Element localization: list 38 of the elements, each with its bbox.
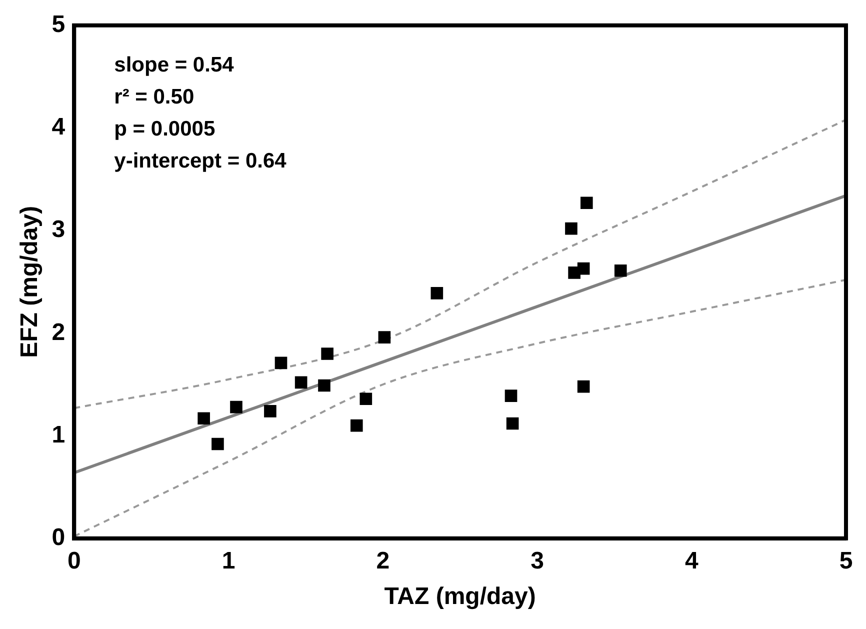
- y-tick-label: 0: [52, 524, 66, 552]
- annotation: y-intercept = 0.64: [114, 150, 287, 173]
- y-tick-label: 5: [52, 11, 66, 38]
- point: [321, 348, 334, 360]
- line-series: [74, 118, 846, 410]
- point: [350, 419, 363, 432]
- annotation: p = 0.0005: [114, 118, 216, 141]
- annotation: slope = 0.54: [114, 54, 234, 77]
- point: [360, 392, 372, 406]
- point: [230, 400, 242, 414]
- point: [504, 390, 518, 402]
- x-tick-label: 2: [376, 547, 390, 574]
- annotation: r² = 0.50: [114, 86, 194, 109]
- point: [212, 438, 224, 450]
- point: [378, 331, 391, 344]
- y-tick-label: 2: [52, 318, 66, 346]
- x-tick-label: 5: [839, 547, 853, 574]
- point: [580, 196, 593, 210]
- point: [198, 412, 210, 425]
- point: [430, 287, 444, 300]
- point: [577, 380, 590, 393]
- point: [506, 417, 519, 430]
- y-axis-title: EFZ (mg/day): [16, 206, 44, 358]
- point: [577, 262, 590, 275]
- line-series: [74, 278, 846, 538]
- y-tick-label: 3: [52, 216, 66, 244]
- x-tick-label: 1: [222, 547, 236, 574]
- x-axis-title: TAZ (mg/day): [384, 583, 536, 610]
- point: [318, 379, 330, 392]
- x-tick-label: 3: [530, 547, 544, 574]
- point: [264, 405, 276, 418]
- y-tick-label: 4: [52, 114, 66, 141]
- point: [274, 356, 288, 370]
- point: [614, 264, 627, 277]
- point: [294, 376, 308, 389]
- y-tick-label: 1: [52, 421, 66, 448]
- point: [565, 222, 578, 235]
- x-tick-label: 4: [684, 547, 699, 574]
